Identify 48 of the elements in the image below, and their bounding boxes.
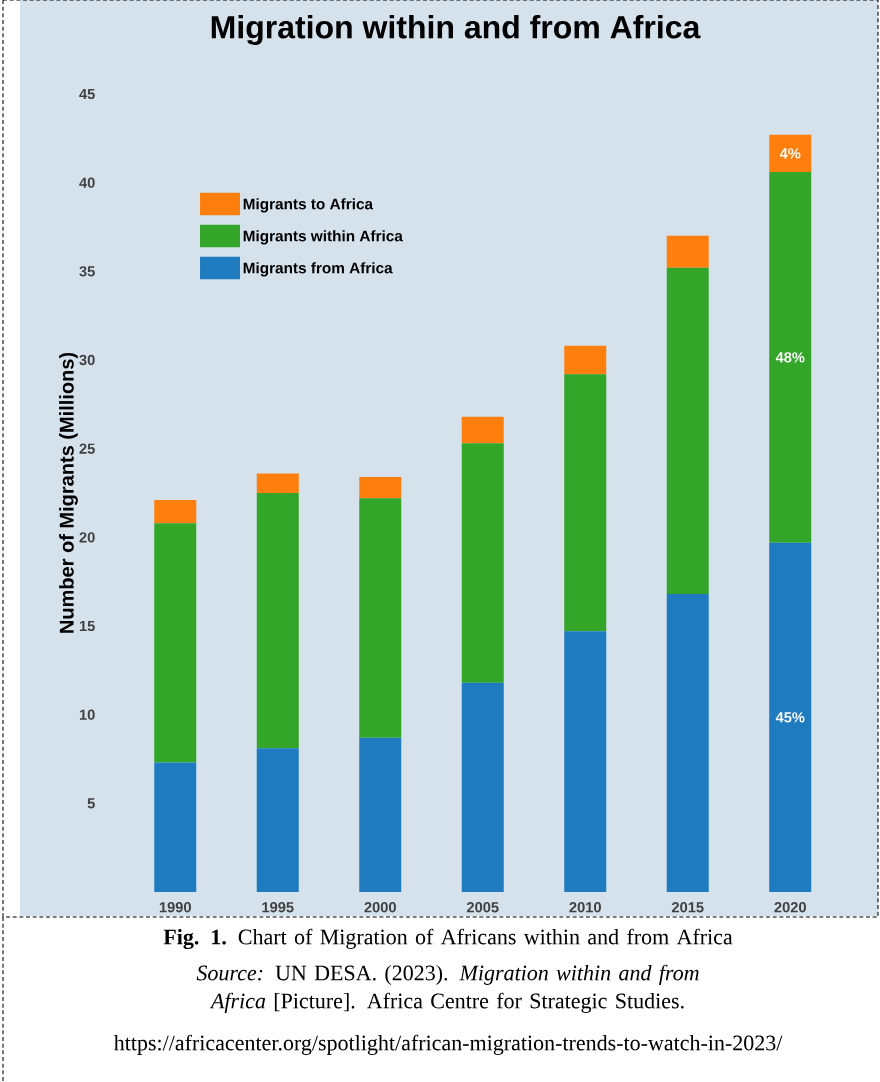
bar — [461, 416, 504, 444]
bar — [564, 345, 607, 375]
y-tick-label: 25 — [79, 443, 95, 454]
bar — [359, 498, 402, 738]
bar — [666, 594, 709, 892]
bar — [256, 493, 299, 749]
x-tick-label: 2000 — [364, 902, 396, 913]
bar — [769, 542, 812, 892]
bar — [256, 748, 299, 892]
bar — [154, 523, 197, 763]
annotation: 45% — [775, 712, 805, 723]
legend-label: Migrants from Africa — [243, 262, 393, 277]
bar — [461, 443, 504, 683]
x-tick-label: 2005 — [466, 902, 499, 913]
bar — [666, 235, 709, 268]
bar — [769, 134, 812, 173]
y-tick-label: 5 — [87, 798, 95, 809]
y-tick-label: 45 — [79, 88, 95, 100]
y-tick-label: 15 — [79, 620, 95, 632]
bar — [564, 631, 607, 892]
annotation: 4% — [779, 148, 801, 159]
bar — [461, 682, 504, 892]
x-tick-label: 1995 — [262, 902, 294, 913]
bar — [769, 172, 812, 543]
y-tick-label: 40 — [79, 177, 95, 188]
y-axis-title: Number of Migrants (Millions) — [59, 352, 78, 633]
annotation: 48% — [775, 352, 805, 363]
text: Source: UN DESA. (2023). Migration within and from Africa [Picture]. Africa Centre for Strategic Studies. — [196, 964, 699, 1013]
legend-label: Migrants to Africa — [243, 198, 374, 213]
x-tick-label: 1990 — [159, 902, 191, 913]
text: https://africacenter.org/spotlight/african-migration-trends-to-watch-in-2023/ — [113, 1034, 783, 1055]
bar — [359, 737, 402, 892]
y-tick-label: 35 — [79, 266, 95, 277]
bar — [256, 473, 299, 493]
x-tick-label: 2015 — [671, 902, 704, 913]
bar — [154, 500, 197, 524]
legend-label: Migrants within Africa — [243, 230, 403, 245]
y-tick-label: 30 — [79, 354, 95, 366]
bar — [564, 374, 607, 632]
bar — [666, 267, 709, 595]
bar — [359, 477, 402, 499]
chart-title: Migration within and from Africa — [211, 15, 701, 45]
y-tick-label: 20 — [79, 532, 95, 543]
y-tick-label: 10 — [79, 709, 95, 720]
x-tick-label: 2020 — [774, 902, 806, 913]
bar — [154, 762, 197, 892]
text: Fig. 1. Chart of Migration of Africans within and from Africa — [163, 928, 733, 950]
x-tick-label: 2010 — [569, 902, 601, 913]
